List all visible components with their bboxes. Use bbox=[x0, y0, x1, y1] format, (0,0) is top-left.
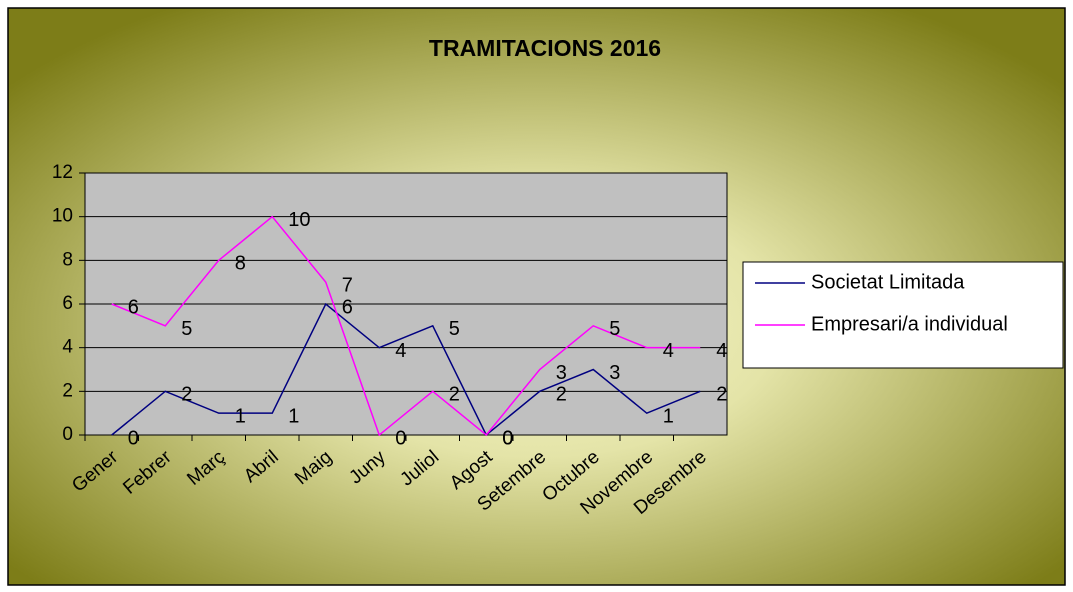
data-label: 4 bbox=[716, 340, 727, 362]
data-label: 5 bbox=[181, 318, 192, 340]
data-label: 1 bbox=[663, 405, 674, 427]
data-label: 0 bbox=[502, 427, 513, 449]
series-line bbox=[111, 302, 701, 437]
chart-title: TRAMITACIONS 2016 bbox=[429, 35, 661, 61]
data-label: 1 bbox=[288, 405, 299, 427]
data-label: 3 bbox=[556, 362, 567, 384]
data-label: 2 bbox=[716, 384, 727, 406]
data-label: 10 bbox=[288, 209, 310, 231]
data-label: 4 bbox=[395, 340, 406, 362]
series-line bbox=[111, 215, 701, 437]
data-label: 5 bbox=[609, 318, 620, 340]
data-label: 1 bbox=[235, 405, 246, 427]
data-label: 7 bbox=[342, 274, 353, 296]
data-label: 0 bbox=[395, 427, 406, 449]
y-tick-label: 10 bbox=[52, 206, 73, 227]
data-label: 2 bbox=[181, 384, 192, 406]
data-label: 6 bbox=[342, 296, 353, 318]
data-label: 0 bbox=[502, 427, 513, 449]
y-tick-label: 2 bbox=[62, 380, 73, 401]
y-tick-label: 12 bbox=[52, 162, 73, 183]
data-label: 6 bbox=[128, 296, 139, 318]
y-tick-label: 0 bbox=[62, 424, 73, 445]
data-label: 2 bbox=[556, 384, 567, 406]
legend-box bbox=[742, 261, 1064, 369]
legend-label: Societat Limitada bbox=[811, 271, 965, 293]
legend-label: Empresari/a individual bbox=[811, 313, 1008, 335]
data-label: 8 bbox=[235, 253, 246, 275]
data-label: 0 bbox=[128, 427, 139, 449]
y-tick-label: 4 bbox=[62, 337, 73, 358]
data-label: 4 bbox=[663, 340, 674, 362]
y-tick-label: 6 bbox=[62, 293, 73, 314]
data-label: 2 bbox=[449, 384, 460, 406]
y-tick-label: 8 bbox=[62, 249, 73, 270]
data-label: 5 bbox=[449, 318, 460, 340]
data-label: 3 bbox=[609, 362, 620, 384]
